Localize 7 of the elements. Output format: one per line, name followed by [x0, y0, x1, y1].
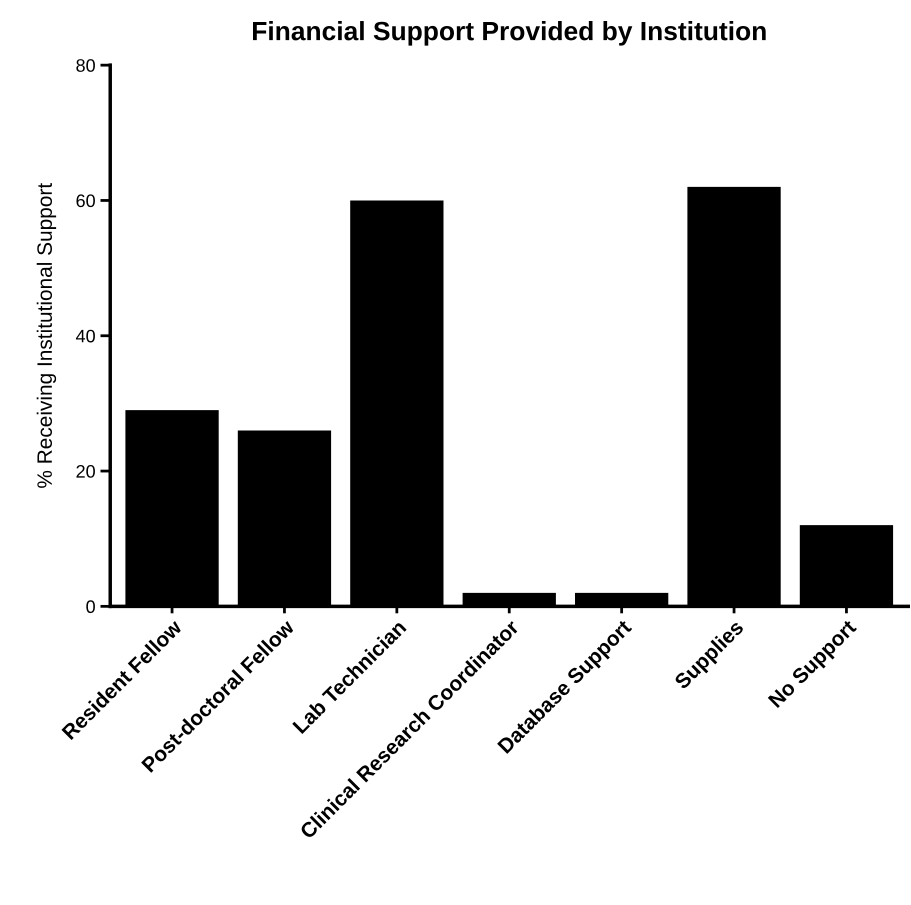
y-tick-label: 80: [76, 59, 95, 72]
y-tick-label: 60: [76, 194, 95, 208]
y-tick-label: 40: [76, 330, 95, 342]
chart-title: Financial Support Provided by Institution: [253, 21, 766, 46]
y-tick-label: 0: [86, 600, 95, 614]
y-tick-label: 20: [76, 464, 95, 478]
y-axis-title: % Receiving Institutional Support: [36, 183, 56, 488]
